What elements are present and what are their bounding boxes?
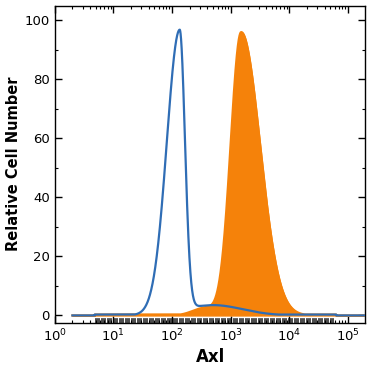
X-axis label: Axl: Axl: [196, 349, 225, 366]
Y-axis label: Relative Cell Number: Relative Cell Number: [6, 77, 20, 251]
